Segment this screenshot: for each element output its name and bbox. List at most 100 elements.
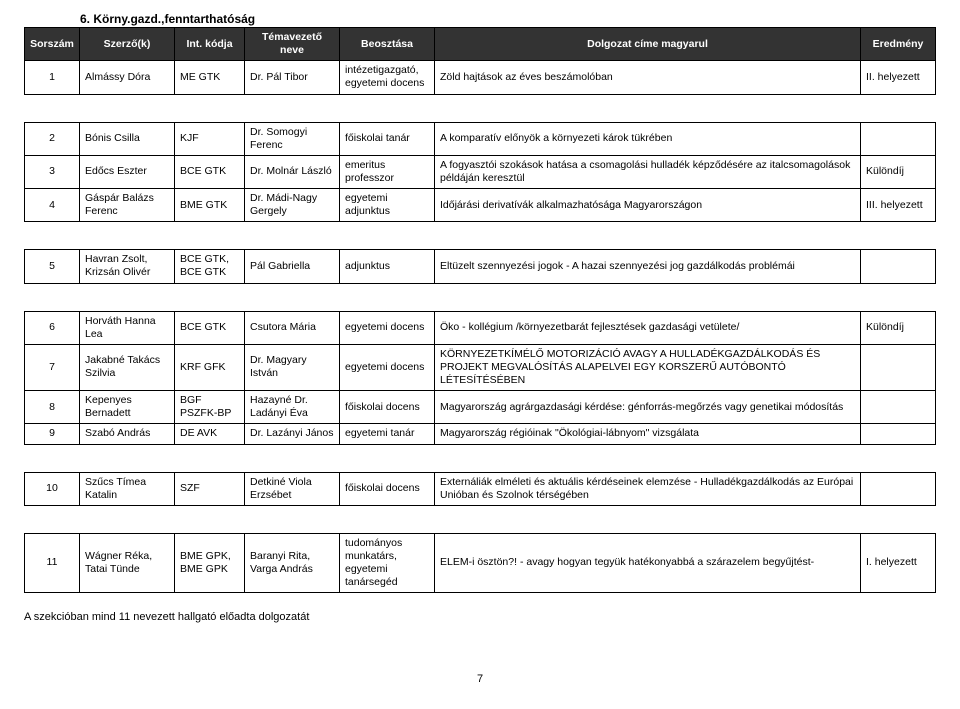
results-table: Sorszám Szerző(k) Int. kódja Témavezető … (24, 27, 936, 593)
cell-title: A fogyasztói szokások hatása a csomagolá… (435, 155, 861, 188)
cell-result: III. helyezett (861, 189, 936, 222)
table-row: 1Almássy DóraME GTKDr. Pál Tiborintézeti… (25, 61, 936, 94)
gap-row (25, 458, 936, 472)
cell-position: egyetemi docens (340, 344, 435, 390)
cell-sorszam: 3 (25, 155, 80, 188)
cell-position: egyetemi adjunktus (340, 189, 435, 222)
gap-row (25, 283, 936, 297)
footer-note: A szekcióban mind 11 nevezett hallgató e… (24, 611, 936, 623)
gap-row (25, 505, 936, 519)
cell-inst: BGF PSZFK-BP (175, 391, 245, 424)
cell-inst: BCE GTK (175, 155, 245, 188)
cell-result: I. helyezett (861, 533, 936, 593)
cell-result: Különdíj (861, 155, 936, 188)
gap-row (25, 108, 936, 122)
header-intkod: Int. kódja (175, 28, 245, 61)
cell-title: KÖRNYEZETKÍMÉLŐ MOTORIZÁCIÓ AVAGY A HULL… (435, 344, 861, 390)
cell-sorszam: 8 (25, 391, 80, 424)
cell-title: Magyarország régióinak "Ökológiai-lábnyo… (435, 424, 861, 444)
cell-result: II. helyezett (861, 61, 936, 94)
cell-title: Zöld hajtások az éves beszámolóban (435, 61, 861, 94)
table-row: 6Horváth Hanna LeaBCE GTKCsutora Máriaeg… (25, 311, 936, 344)
cell-position: intézetigazgató, egyetemi docens (340, 61, 435, 94)
cell-inst: BCE GTK (175, 311, 245, 344)
table-row: 9Szabó AndrásDE AVKDr. Lazányi Jánosegye… (25, 424, 936, 444)
cell-author: Almássy Dóra (80, 61, 175, 94)
cell-result (861, 391, 936, 424)
cell-title: A komparatív előnyök a környezeti károk … (435, 122, 861, 155)
cell-sorszam: 2 (25, 122, 80, 155)
cell-sorszam: 10 (25, 472, 80, 505)
cell-supervisor: Dr. Magyary István (245, 344, 340, 390)
cell-result (861, 344, 936, 390)
cell-inst: BME GPK, BME GPK (175, 533, 245, 593)
cell-sorszam: 5 (25, 250, 80, 283)
cell-result (861, 424, 936, 444)
cell-supervisor: Dr. Mádi-Nagy Gergely (245, 189, 340, 222)
cell-author: Szabó András (80, 424, 175, 444)
table-row: 11Wágner Réka, Tatai TündeBME GPK, BME G… (25, 533, 936, 593)
table-row: 5Havran Zsolt, Krizsán OlivérBCE GTK, BC… (25, 250, 936, 283)
cell-author: Kepenyes Bernadett (80, 391, 175, 424)
cell-author: Szűcs Tímea Katalin (80, 472, 175, 505)
cell-sorszam: 11 (25, 533, 80, 593)
cell-title: Magyarország agrárgazdasági kérdése: gén… (435, 391, 861, 424)
header-szerzo: Szerző(k) (80, 28, 175, 61)
cell-author: Jakabné Takács Szilvia (80, 344, 175, 390)
cell-supervisor: Pál Gabriella (245, 250, 340, 283)
cell-sorszam: 9 (25, 424, 80, 444)
gap-row (25, 222, 936, 236)
cell-inst: BCE GTK, BCE GTK (175, 250, 245, 283)
gap-row (25, 519, 936, 533)
cell-position: egyetemi tanár (340, 424, 435, 444)
gap-row (25, 236, 936, 250)
cell-position: tudományos munkatárs, egyetemi tanársegé… (340, 533, 435, 593)
cell-author: Edőcs Eszter (80, 155, 175, 188)
gap-row (25, 94, 936, 108)
cell-result (861, 122, 936, 155)
cell-author: Bónis Csilla (80, 122, 175, 155)
cell-sorszam: 1 (25, 61, 80, 94)
cell-inst: ME GTK (175, 61, 245, 94)
cell-position: főiskolai tanár (340, 122, 435, 155)
cell-position: adjunktus (340, 250, 435, 283)
cell-sorszam: 4 (25, 189, 80, 222)
cell-supervisor: Detkiné Viola Erzsébet (245, 472, 340, 505)
cell-inst: DE AVK (175, 424, 245, 444)
cell-result: Különdíj (861, 311, 936, 344)
cell-inst: KJF (175, 122, 245, 155)
gap-row (25, 444, 936, 458)
cell-title: Eltüzelt szennyezési jogok - A hazai sze… (435, 250, 861, 283)
cell-supervisor: Dr. Pál Tibor (245, 61, 340, 94)
cell-title: Öko - kollégium /környezetbarát fejleszt… (435, 311, 861, 344)
header-eredmeny: Eredmény (861, 28, 936, 61)
page-number: 7 (24, 673, 936, 685)
table-row: 4Gáspár Balázs FerencBME GTKDr. Mádi-Nag… (25, 189, 936, 222)
cell-position: főiskolai docens (340, 472, 435, 505)
table-row: 3Edőcs EszterBCE GTKDr. Molnár Lászlóeme… (25, 155, 936, 188)
header-beosztas: Beosztása (340, 28, 435, 61)
cell-inst: KRF GFK (175, 344, 245, 390)
table-row: 7Jakabné Takács SzilviaKRF GFKDr. Magyar… (25, 344, 936, 390)
cell-supervisor: Dr. Somogyi Ferenc (245, 122, 340, 155)
section-title: 6. Körny.gazd.,fenntarthatóság (80, 12, 936, 26)
table-row: 8Kepenyes BernadettBGF PSZFK-BPHazayné D… (25, 391, 936, 424)
cell-inst: SZF (175, 472, 245, 505)
cell-result (861, 250, 936, 283)
table-header-row: Sorszám Szerző(k) Int. kódja Témavezető … (25, 28, 936, 61)
table-row: 10Szűcs Tímea KatalinSZFDetkiné Viola Er… (25, 472, 936, 505)
header-sorszam: Sorszám (25, 28, 80, 61)
cell-position: emeritus professzor (340, 155, 435, 188)
cell-supervisor: Csutora Mária (245, 311, 340, 344)
cell-result (861, 472, 936, 505)
gap-row (25, 297, 936, 311)
cell-supervisor: Baranyi Rita, Varga András (245, 533, 340, 593)
table-row: 2Bónis CsillaKJFDr. Somogyi Ferencfőisko… (25, 122, 936, 155)
header-temavezeto: Témavezető neve (245, 28, 340, 61)
cell-title: ELEM-i ösztön?! - avagy hogyan tegyük ha… (435, 533, 861, 593)
header-cim: Dolgozat címe magyarul (435, 28, 861, 61)
cell-author: Wágner Réka, Tatai Tünde (80, 533, 175, 593)
cell-sorszam: 6 (25, 311, 80, 344)
cell-position: főiskolai docens (340, 391, 435, 424)
cell-sorszam: 7 (25, 344, 80, 390)
